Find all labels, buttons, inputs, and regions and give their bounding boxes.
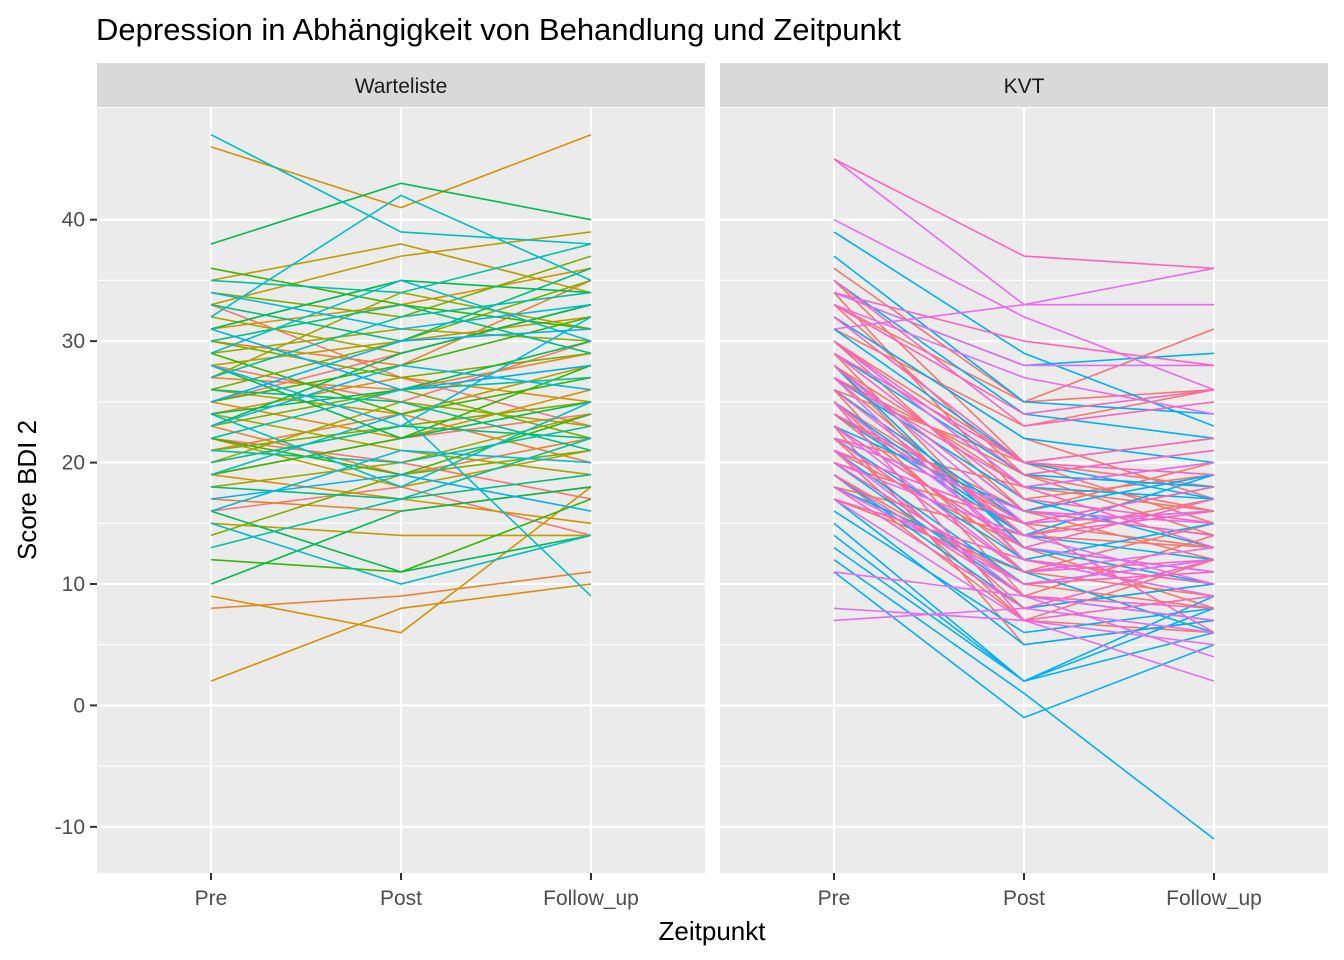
y-tick-label: 20 bbox=[62, 452, 85, 475]
series-line bbox=[210, 194, 592, 318]
x-tick-label: Follow_up bbox=[543, 887, 639, 910]
series-line bbox=[833, 437, 1215, 573]
strip-label-warteliste: Warteliste bbox=[355, 75, 448, 98]
panel-kvt: KVT bbox=[720, 63, 1328, 873]
series-line bbox=[210, 571, 592, 610]
y-tick-label: 30 bbox=[62, 330, 85, 353]
y-tick-label: 10 bbox=[62, 573, 85, 596]
series-line bbox=[210, 291, 592, 379]
series-line bbox=[833, 486, 1215, 610]
x-tick-label: Pre bbox=[818, 887, 851, 910]
series-line bbox=[210, 328, 592, 391]
series-line bbox=[210, 401, 592, 488]
series-line bbox=[210, 473, 592, 512]
series-line bbox=[833, 559, 1215, 840]
series-line bbox=[833, 316, 1215, 464]
series-line bbox=[210, 364, 592, 440]
series-line bbox=[833, 340, 1215, 476]
x-tick-label: Post bbox=[1003, 887, 1045, 910]
series-lines-kvt bbox=[833, 158, 1215, 840]
series-line bbox=[210, 413, 592, 597]
series-line bbox=[210, 316, 592, 427]
y-axis-title: Score BDI 2 bbox=[12, 420, 42, 560]
series-line bbox=[210, 291, 592, 330]
series-line bbox=[833, 522, 1215, 683]
strip-warteliste bbox=[97, 63, 705, 107]
series-line bbox=[833, 352, 1215, 476]
series-line bbox=[833, 376, 1215, 549]
strip-kvt bbox=[720, 63, 1328, 107]
series-line bbox=[210, 279, 592, 355]
series-line bbox=[833, 498, 1215, 646]
series-line bbox=[833, 571, 1215, 719]
x-axis: Pre Post Follow_up Pre Post Follow_up bbox=[195, 873, 1262, 910]
series-lines-warteliste bbox=[210, 133, 592, 682]
chart-title: Depression in Abhängigkeit von Behandlun… bbox=[96, 12, 901, 47]
series-line bbox=[210, 340, 592, 379]
series-line bbox=[833, 291, 1214, 367]
y-tick-label: -10 bbox=[55, 816, 85, 839]
series-line bbox=[833, 510, 1215, 634]
series-line bbox=[833, 158, 1215, 270]
x-tick-label: Follow_up bbox=[1166, 887, 1262, 910]
series-line bbox=[210, 522, 592, 585]
series-line bbox=[833, 425, 1215, 549]
series-line bbox=[833, 279, 1215, 427]
strip-label-kvt: KVT bbox=[1004, 75, 1045, 98]
y-tick-label: 0 bbox=[73, 694, 85, 717]
series-line bbox=[210, 133, 592, 245]
series-line bbox=[210, 388, 592, 452]
series-line bbox=[833, 304, 1215, 415]
series-line bbox=[210, 583, 592, 682]
series-line bbox=[210, 243, 592, 294]
x-tick-label: Post bbox=[380, 887, 422, 910]
series-line bbox=[210, 364, 592, 427]
x-axis-title: Zeitpunkt bbox=[659, 916, 767, 946]
panel-warteliste: Warteliste bbox=[97, 63, 705, 873]
x-tick-label: Pre bbox=[195, 887, 228, 910]
series-line bbox=[210, 182, 592, 245]
series-line bbox=[833, 449, 1215, 634]
series-line bbox=[833, 303, 1214, 330]
series-line bbox=[833, 389, 1215, 537]
y-tick-label: 40 bbox=[62, 209, 85, 232]
series-line bbox=[210, 328, 592, 403]
series-line bbox=[833, 291, 1215, 367]
y-axis: -10 0 10 20 30 40 bbox=[55, 209, 97, 839]
series-line bbox=[210, 486, 592, 585]
